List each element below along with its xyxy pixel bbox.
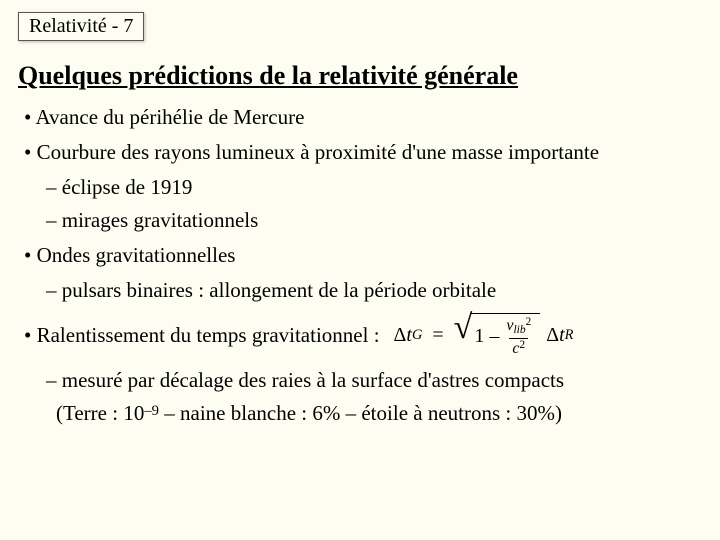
fraction: vlib2 c2 <box>503 316 534 358</box>
slide-header-box: Relativité - 7 <box>18 12 144 41</box>
bullet-time-dilation-row: • Ralentissement du temps gravitationnel… <box>24 313 702 358</box>
sub-lib: lib <box>513 324 525 336</box>
examples-post: – naine blanche : 6% – étoile à neutrons… <box>159 401 562 425</box>
subbullet-binary-pulsars: – pulsars binaires : allongement de la p… <box>46 278 702 303</box>
slide-title: Quelques prédictions de la relativité gé… <box>18 61 702 91</box>
bullet-light-bending: • Courbure des rayons lumineux à proximi… <box>24 140 702 165</box>
slide-header-label: Relativité - 7 <box>29 15 133 37</box>
sub-r: R <box>565 327 574 344</box>
delta-symbol: Δ <box>394 324 407 347</box>
one-minus: 1 – <box>474 325 499 348</box>
subbullet-grav-mirages: – mirages gravitationnels <box>46 208 702 233</box>
time-dilation-formula: ΔtG = √ 1 – vlib2 c2 ΔtR <box>394 313 574 358</box>
numerator: vlib2 <box>503 316 534 338</box>
subbullet-spectral-shift: – mesuré par décalage des raies à la sur… <box>46 368 702 393</box>
subbullet-examples: (Terre : 10–9 – naine blanche : 6% – éto… <box>56 401 702 426</box>
bullet-perihelion: • Avance du périhélie de Mercure <box>24 105 702 130</box>
sup-2-den: 2 <box>520 339 526 351</box>
sup-2-num: 2 <box>526 316 532 328</box>
subbullet-eclipse-1919: – éclipse de 1919 <box>46 175 702 200</box>
bullet-time-dilation: • Ralentissement du temps gravitationnel… <box>24 323 380 348</box>
examples-exp: –9 <box>144 403 159 419</box>
examples-pre: (Terre : 10 <box>56 401 144 425</box>
radical-symbol: √ <box>454 311 473 356</box>
bullet-grav-waves: • Ondes gravitationnelles <box>24 243 702 268</box>
sqrt-wrapper: √ 1 – vlib2 c2 <box>454 313 541 358</box>
denominator: c2 <box>509 338 528 358</box>
c-symbol: c <box>512 340 519 357</box>
sub-g: G <box>412 327 422 344</box>
slide: Relativité - 7 Quelques prédictions de l… <box>0 0 720 446</box>
delta-symbol-r: Δ <box>546 324 559 347</box>
equals-symbol: = <box>432 324 443 347</box>
radicand: 1 – vlib2 c2 <box>470 313 540 358</box>
